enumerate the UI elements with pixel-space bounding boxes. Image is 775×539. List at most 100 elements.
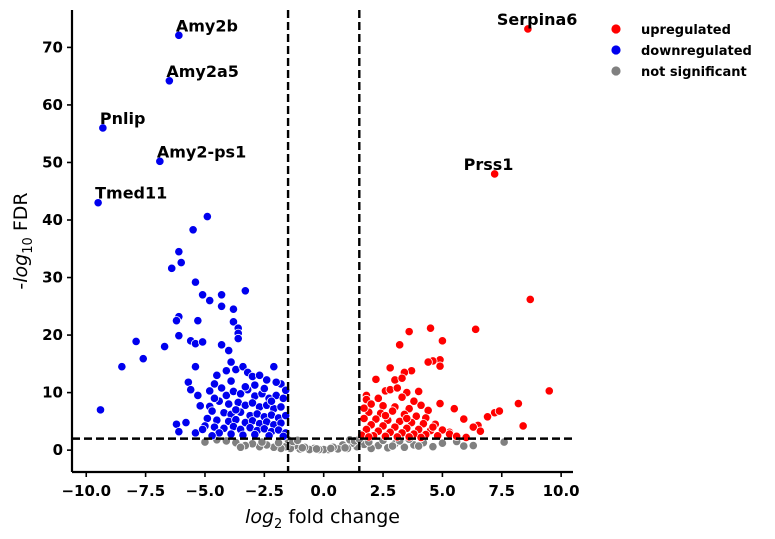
point-upregulated-23 bbox=[404, 327, 414, 337]
point-upregulated-13 bbox=[459, 414, 469, 424]
point-upregulated-14 bbox=[449, 404, 459, 414]
point-downregulated-5 bbox=[202, 211, 212, 222]
point-upregulated-11 bbox=[468, 422, 478, 432]
y-tick-label: 40 bbox=[42, 211, 63, 229]
point-upregulated-39 bbox=[397, 392, 407, 402]
x-tick-label: −5.0 bbox=[185, 482, 224, 500]
x-tick-label: 5.0 bbox=[429, 482, 456, 500]
point-upregulated-49 bbox=[387, 406, 398, 416]
legend: upregulated downregulated not significant bbox=[610, 23, 752, 80]
point-upregulated-12 bbox=[475, 426, 485, 436]
point-downregulated-75 bbox=[207, 406, 217, 416]
point-downregulated-15 bbox=[216, 301, 227, 311]
x-tick-label: 0.0 bbox=[310, 482, 337, 500]
point-downregulated-0 bbox=[174, 30, 184, 40]
point-downregulated-7 bbox=[174, 247, 184, 257]
axes: −10.0 −7.5 −5.0 −2.5 0.0 2.5 5.0 7.5 10.0 0 10 20 30… bbox=[10, 10, 580, 532]
points-layer bbox=[93, 24, 554, 455]
gene-label-amy2-ps1: Amy2-ps1 bbox=[157, 142, 246, 161]
y-tick-label: 60 bbox=[42, 96, 63, 114]
point-downregulated-122 bbox=[209, 393, 220, 403]
point-upregulated-19 bbox=[435, 361, 445, 371]
point-upregulated-24 bbox=[395, 340, 405, 350]
point-downregulated-33 bbox=[117, 362, 127, 372]
point-downregulated-18 bbox=[171, 316, 182, 326]
threshold-lines bbox=[72, 10, 573, 472]
legend-label-upregulated: upregulated bbox=[641, 23, 731, 38]
point-not-significant-48 bbox=[459, 441, 469, 451]
x-tick-label: −2.5 bbox=[245, 482, 284, 500]
point-downregulated-4 bbox=[93, 198, 103, 208]
point-downregulated-11 bbox=[197, 290, 208, 300]
point-downregulated-47 bbox=[216, 383, 227, 393]
point-downregulated-1 bbox=[164, 76, 174, 86]
point-downregulated-116 bbox=[250, 380, 260, 390]
point-upregulated-84 bbox=[380, 411, 391, 421]
legend-label-downregulated: downregulated bbox=[641, 44, 752, 59]
point-downregulated-32 bbox=[160, 341, 170, 352]
gene-label-pnlip: Pnlip bbox=[100, 109, 146, 128]
point-downregulated-74 bbox=[276, 402, 286, 412]
point-upregulated-16 bbox=[437, 336, 448, 346]
point-downregulated-34 bbox=[95, 405, 106, 415]
point-downregulated-35 bbox=[190, 362, 201, 372]
point-upregulated-5 bbox=[518, 421, 528, 431]
point-not-significant-7 bbox=[399, 442, 410, 452]
gene-label-serpina6: Serpina6 bbox=[497, 10, 578, 29]
point-downregulated-43 bbox=[174, 427, 184, 437]
point-upregulated-3 bbox=[544, 386, 554, 396]
point-downregulated-13 bbox=[216, 290, 227, 300]
y-tick-label: 30 bbox=[42, 269, 63, 287]
point-downregulated-45 bbox=[212, 370, 222, 380]
point-downregulated-115 bbox=[226, 376, 236, 386]
point-upregulated-51 bbox=[411, 411, 421, 421]
point-downregulated-12 bbox=[205, 295, 215, 306]
point-downregulated-10 bbox=[190, 277, 201, 287]
legend-label-not-significant: not significant bbox=[641, 65, 747, 80]
point-downregulated-3 bbox=[155, 156, 165, 166]
x-tick-label: 2.5 bbox=[370, 482, 397, 500]
point-upregulated-1 bbox=[490, 169, 500, 179]
point-downregulated-55 bbox=[269, 362, 279, 372]
point-upregulated-28 bbox=[371, 374, 381, 384]
point-upregulated-0 bbox=[523, 24, 533, 34]
x-tick-label: −10.0 bbox=[61, 482, 111, 500]
point-upregulated-87 bbox=[364, 432, 374, 442]
point-downregulated-113 bbox=[197, 424, 208, 435]
point-downregulated-14 bbox=[240, 286, 250, 296]
y-tick-label: 0 bbox=[53, 441, 63, 459]
point-upregulated-33 bbox=[392, 383, 402, 393]
point-upregulated-85 bbox=[402, 413, 412, 424]
point-downregulated-118 bbox=[221, 366, 231, 376]
point-downregulated-117 bbox=[271, 377, 281, 387]
point-upregulated-27 bbox=[385, 363, 395, 373]
point-upregulated-8 bbox=[494, 406, 504, 416]
point-downregulated-29 bbox=[224, 346, 234, 356]
point-not-significant-41 bbox=[292, 435, 303, 445]
point-downregulated-42 bbox=[181, 417, 191, 428]
point-not-significant-56 bbox=[257, 437, 267, 447]
point-downregulated-124 bbox=[266, 396, 277, 406]
point-not-significant-50 bbox=[311, 444, 322, 454]
point-not-significant-55 bbox=[387, 441, 398, 451]
point-not-significant-58 bbox=[235, 442, 246, 452]
point-not-significant-51 bbox=[340, 443, 350, 453]
point-upregulated-79 bbox=[404, 432, 414, 442]
point-upregulated-22 bbox=[435, 398, 445, 409]
point-downregulated-39 bbox=[195, 401, 205, 411]
point-upregulated-38 bbox=[373, 393, 383, 403]
y-tick-label: 10 bbox=[42, 384, 63, 402]
point-not-significant-4 bbox=[428, 442, 438, 452]
point-downregulated-28 bbox=[233, 333, 243, 344]
point-downregulated-119 bbox=[240, 382, 250, 392]
point-downregulated-37 bbox=[186, 385, 196, 395]
point-downregulated-31 bbox=[138, 354, 148, 364]
point-not-significant-1 bbox=[468, 440, 478, 451]
point-upregulated-40 bbox=[409, 396, 419, 406]
point-downregulated-27 bbox=[216, 340, 227, 350]
point-upregulated-53 bbox=[359, 413, 369, 424]
legend-marker-not-significant bbox=[610, 65, 622, 77]
gene-label-amy2a5: Amy2a5 bbox=[166, 62, 239, 81]
